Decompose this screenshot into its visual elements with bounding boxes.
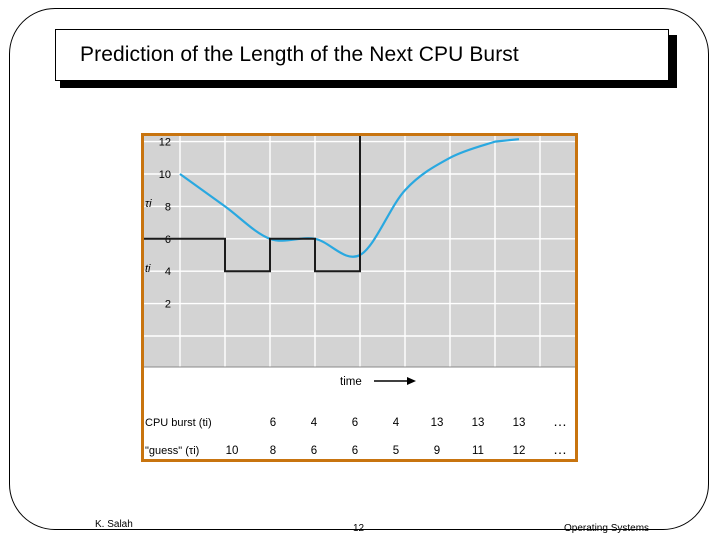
time-arrow bbox=[374, 377, 416, 385]
burst-row-label: CPU burst (ti) bbox=[145, 417, 212, 429]
guess-value: 12 bbox=[513, 445, 526, 457]
burst-value: 6 bbox=[270, 417, 276, 429]
cpu-burst-series-line bbox=[144, 136, 361, 273]
guess-series-curve bbox=[179, 138, 520, 258]
burst-prediction-chart: 2 4 6 8 10 12 τi ti time CPU burst (ti) "gues… bbox=[144, 136, 575, 457]
guess-value: 11 bbox=[472, 445, 484, 457]
burst-value: 4 bbox=[311, 417, 318, 429]
burst-value: 13 bbox=[472, 417, 485, 429]
footer-author: K. Salah bbox=[95, 519, 133, 530]
y-axis-label-tau: τi bbox=[145, 198, 152, 210]
x-axis-label: time bbox=[340, 376, 362, 388]
y-tick-label: 8 bbox=[165, 201, 171, 213]
slide-frame bbox=[9, 8, 709, 530]
y-tick-label: 12 bbox=[159, 137, 171, 149]
guess-value: 6 bbox=[352, 445, 358, 457]
y-tick-label: 4 bbox=[165, 266, 171, 278]
burst-value: 13 bbox=[513, 417, 526, 429]
footer-course: Operating Systems bbox=[564, 523, 650, 534]
guess-value: 6 bbox=[311, 445, 317, 457]
guess-value-row: 10 8 6 6 5 9 11 12 bbox=[226, 445, 526, 457]
y-tick-label: 10 bbox=[159, 169, 171, 181]
burst-value: 4 bbox=[393, 417, 400, 429]
slide-title: Prediction of the Length of the Next CPU… bbox=[80, 43, 519, 66]
chart-panel: 2 4 6 8 10 12 τi ti time CPU burst (ti) "gues… bbox=[141, 133, 578, 462]
guess-value: 10 bbox=[226, 445, 239, 457]
burst-row-ellipsis: … bbox=[553, 413, 567, 429]
guess-row-ellipsis: … bbox=[553, 441, 567, 457]
y-tick-label: 2 bbox=[165, 299, 171, 311]
burst-value: 6 bbox=[352, 417, 358, 429]
footer-page-number: 12 bbox=[353, 523, 365, 534]
guess-row-label: "guess" (τi) bbox=[145, 445, 199, 457]
burst-value: 13 bbox=[431, 417, 444, 429]
y-axis-label-t: ti bbox=[145, 263, 151, 275]
title-box: Prediction of the Length of the Next CPU… bbox=[55, 29, 669, 81]
burst-value-row: 6 4 6 4 13 13 13 bbox=[270, 417, 526, 429]
guess-value: 5 bbox=[393, 445, 399, 457]
guess-value: 8 bbox=[270, 445, 276, 457]
guess-value: 9 bbox=[434, 445, 440, 457]
